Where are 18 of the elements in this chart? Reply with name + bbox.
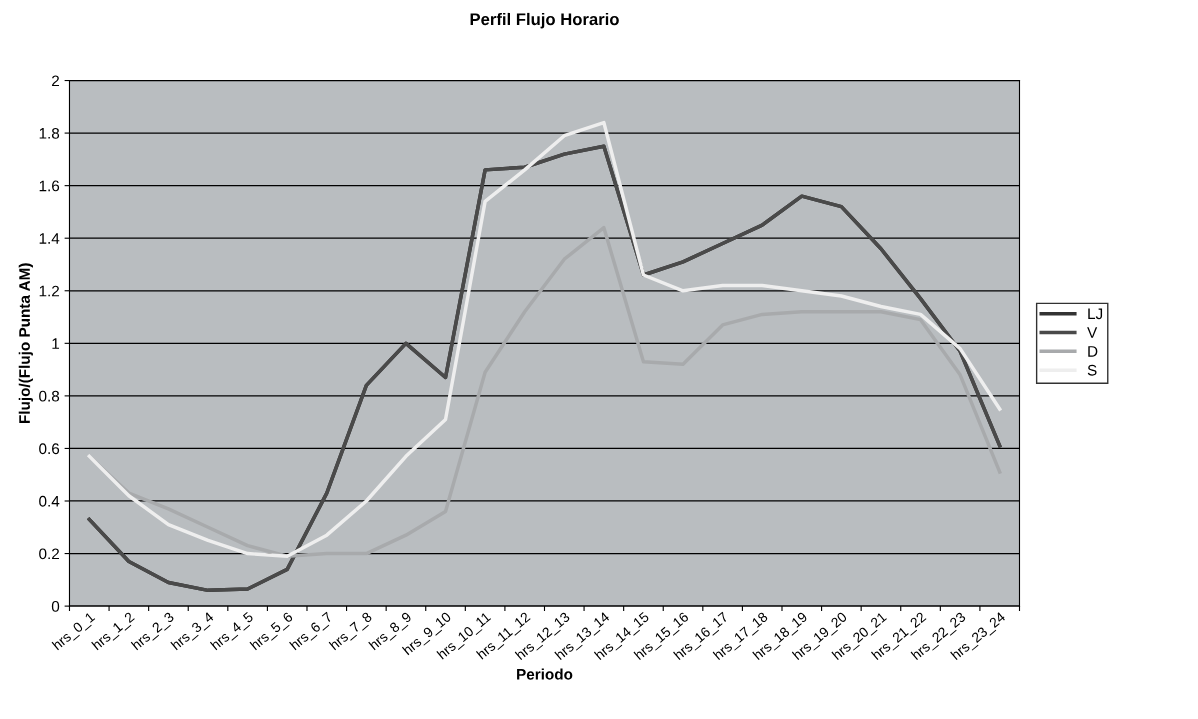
y-axis-title: Flujo/(Flujo Punta AM): [18, 263, 33, 424]
y-tick-label: 2: [52, 75, 59, 87]
y-tick-label: 0.2: [39, 548, 59, 560]
chart-title: Perfil Flujo Horario: [470, 12, 619, 29]
y-tick-label: 0: [51, 600, 60, 612]
legend-label: V: [1087, 327, 1098, 338]
legend-label: D: [1088, 346, 1098, 357]
y-tick-label: 0.6: [39, 443, 60, 455]
y-tick-label: 1.4: [39, 233, 60, 244]
y-tick-label: 1: [52, 338, 60, 349]
y-tick-label: 0.8: [39, 390, 60, 402]
y-tick-label: 1.8: [39, 127, 60, 139]
x-axis-title: Periodo: [517, 668, 573, 680]
y-tick-label: 1.2: [39, 285, 59, 297]
legend-label: LJ: [1088, 308, 1103, 320]
legend-label: S: [1087, 364, 1097, 376]
y-tick-label: 0.4: [39, 495, 60, 507]
y-tick-label: 1.6: [39, 180, 60, 192]
